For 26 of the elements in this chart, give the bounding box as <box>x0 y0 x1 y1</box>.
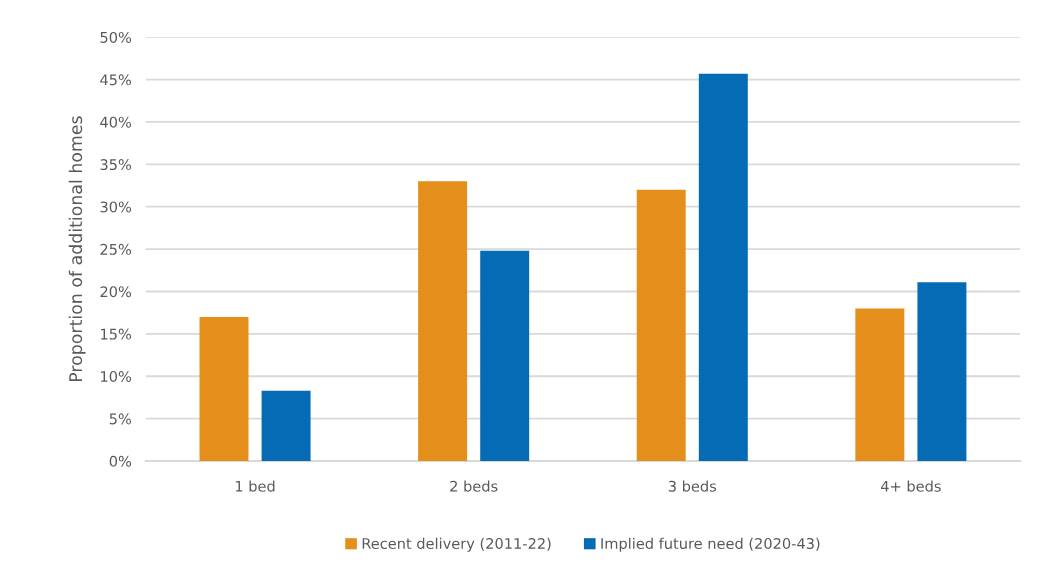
y-tick-label: 35% <box>100 159 132 171</box>
y-tick-label: 5% <box>109 413 132 425</box>
y-axis-title: Proportion of additional homes <box>68 116 86 382</box>
bar <box>636 189 686 462</box>
x-tick-label: 2 beds <box>450 480 498 492</box>
y-tick-label: 45% <box>100 74 132 86</box>
bar <box>917 282 967 462</box>
bar <box>698 73 748 462</box>
y-tick-label: 15% <box>101 328 132 340</box>
y-tick-label: 30% <box>100 201 132 213</box>
bar <box>855 308 905 462</box>
x-tick-label: 1 bed <box>235 480 275 492</box>
bar <box>261 390 311 462</box>
y-tick-label: 0% <box>109 455 132 467</box>
y-tick-label: 25% <box>100 243 132 255</box>
y-tick-label: 40% <box>100 116 132 128</box>
bar <box>199 316 249 462</box>
y-tick-label: 50% <box>100 31 132 43</box>
y-tick-label: 20% <box>100 286 132 298</box>
y-tick-label: 10% <box>101 370 132 382</box>
legend-label: Implied future need (2020-43) <box>601 537 820 552</box>
x-tick-label: 3 beds <box>668 480 717 492</box>
x-tick-label: 4+ beds <box>880 480 941 492</box>
bar <box>480 250 530 462</box>
legend-label: Recent delivery (2011-22) <box>362 537 551 552</box>
bar <box>418 181 468 462</box>
